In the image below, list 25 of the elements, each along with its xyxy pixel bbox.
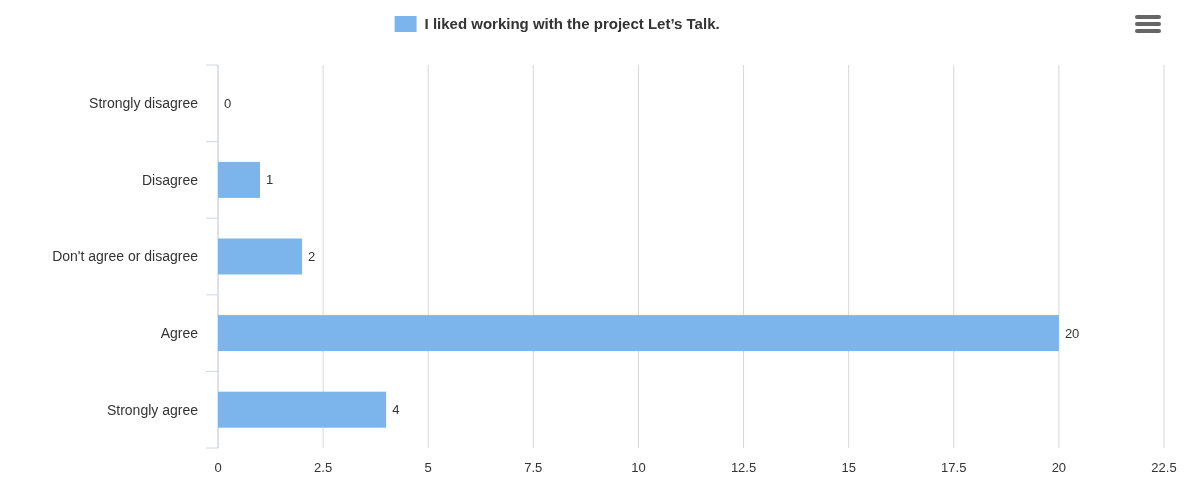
bar: [218, 238, 303, 275]
x-tick-label: 2.5: [314, 460, 333, 475]
y-tick-label: Strongly disagree: [89, 95, 199, 112]
bar: [218, 391, 387, 428]
legend-label: I liked working with the project Let’s Talk.: [424, 15, 720, 33]
y-tick-label: Agree: [160, 325, 199, 341]
x-tick-label: 15: [841, 460, 856, 475]
data-label: 0: [224, 95, 232, 111]
x-tick-label: 0: [214, 460, 222, 475]
bar: [218, 315, 1059, 352]
data-label: 4: [392, 402, 400, 418]
data-label: 20: [1064, 325, 1080, 341]
bar: [218, 161, 261, 198]
x-tick-label: 12.5: [730, 460, 757, 475]
x-tick-label: 20: [1051, 460, 1067, 475]
data-label: 2: [308, 249, 316, 265]
y-tick-label: Strongly agree: [106, 401, 199, 418]
x-tick-label: 10: [631, 460, 646, 475]
x-tick-label: 22.5: [1151, 460, 1177, 475]
x-tick-label: 7.5: [524, 460, 543, 475]
x-tick-label: 5: [424, 460, 432, 475]
y-tick-label: Don't agree or disagree: [52, 248, 199, 265]
x-tick-label: 17.5: [941, 460, 967, 475]
y-tick-label: Disagree: [141, 171, 199, 188]
data-label: 1: [266, 172, 274, 188]
